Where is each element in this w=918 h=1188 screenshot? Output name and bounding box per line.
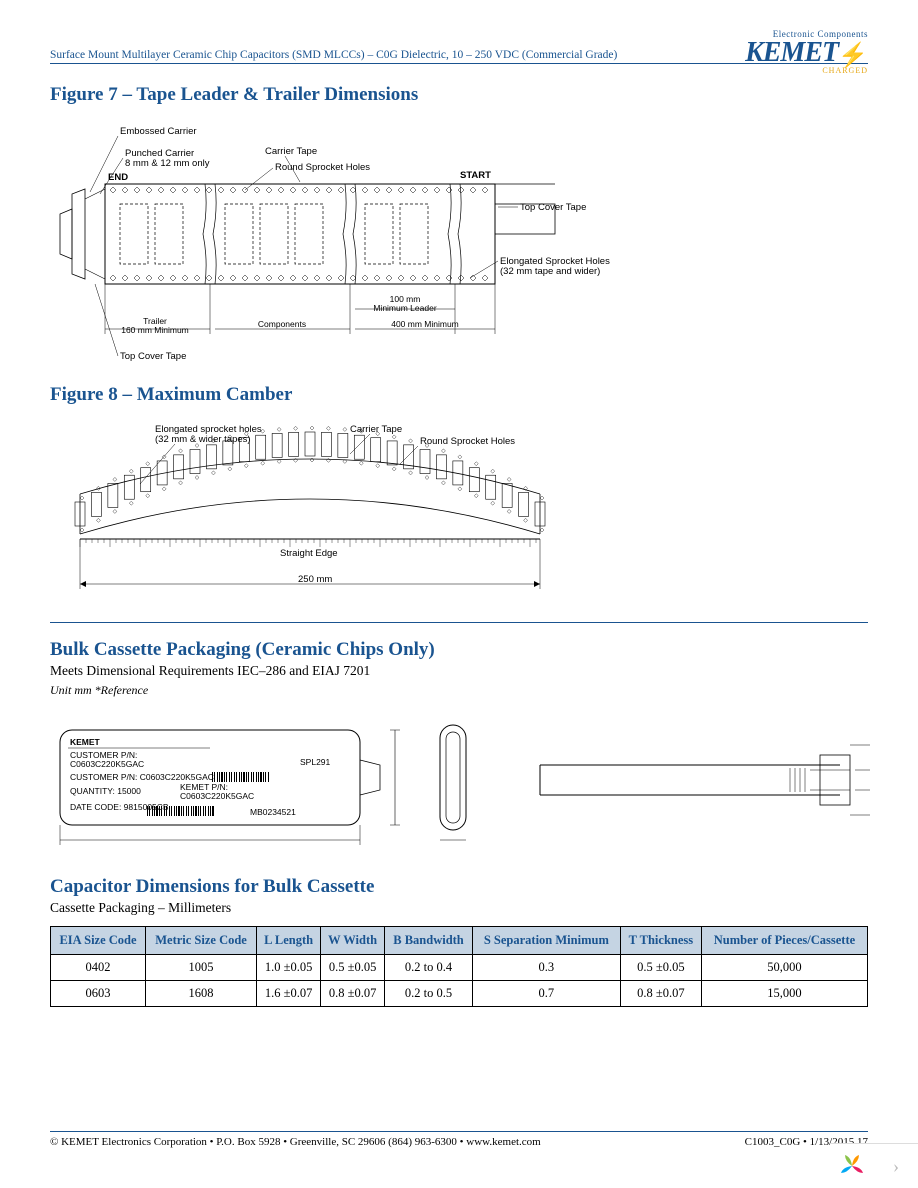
bulk-sub: Meets Dimensional Requirements IEC–286 a…	[50, 663, 868, 679]
lbl-400: 400 mm Minimum	[391, 319, 459, 329]
table-cell: 1608	[146, 981, 257, 1007]
page-header: Surface Mount Multilayer Ceramic Chip Ca…	[50, 30, 868, 64]
table-row: 060316081.6 ±0.070.8 ±0.070.2 to 0.50.70…	[51, 981, 868, 1007]
cl-cust-val: C0603C220K5GAC	[70, 759, 144, 769]
table-header: T Thickness	[620, 927, 701, 955]
cl-cust2: CUSTOMER P/N: C0603C220K5GAC	[70, 772, 214, 782]
figure8-title: Figure 8 – Maximum Camber	[50, 384, 868, 406]
figure7-diagram: Embossed Carrier Punched Carrier8 mm & 1…	[50, 114, 868, 374]
table-cell: 0.5 ±0.05	[620, 955, 701, 981]
figure8-diagram: Elongated sprocket holes(32 mm & wider t…	[50, 414, 868, 604]
table-cell: 0.2 to 0.4	[385, 955, 473, 981]
pager-widget: ›	[830, 1143, 918, 1188]
lbl-trailer: Trailer160 mm Minimum	[121, 316, 189, 335]
f8-dim: 250 mm	[298, 574, 332, 585]
table-header: S Separation Minimum	[472, 927, 620, 955]
section-divider	[50, 622, 868, 623]
lbl-start: START	[460, 170, 491, 181]
lbl-elong: Elongated Sprocket Holes(32 mm tape and …	[500, 256, 610, 277]
dim-title: Capacitor Dimensions for Bulk Cassette	[50, 876, 868, 898]
table-header: W Width	[321, 927, 385, 955]
table-row: 040210051.0 ±0.050.5 ±0.050.2 to 0.40.30…	[51, 955, 868, 981]
next-page-button[interactable]: ›	[874, 1143, 918, 1188]
cl-kpn-v: C0603C220K5GAC	[180, 791, 254, 801]
kemet-logo: Electronic Components KEMET⚡ CHARGED	[745, 30, 868, 75]
lbl-components: Components	[258, 319, 306, 329]
table-header: B Bandwidth	[385, 927, 473, 955]
table-cell: 0.5 ±0.05	[321, 955, 385, 981]
logo-text: KEMET	[745, 37, 838, 68]
lbl-embossed: Embossed Carrier	[120, 126, 197, 137]
figure7-title: Figure 7 – Tape Leader & Trailer Dimensi…	[50, 84, 868, 106]
table-cell: 0.3	[472, 955, 620, 981]
bulk-diagram: KEMET CUSTOMER P/N: C0603C220K5GAC CUSTO…	[50, 710, 868, 860]
cl-qty: QUANTITY: 15000	[70, 786, 141, 796]
table-cell: 50,000	[701, 955, 867, 981]
table-cell: 15,000	[701, 981, 867, 1007]
provider-logo-icon[interactable]	[830, 1143, 874, 1188]
table-cell: 0603	[51, 981, 146, 1007]
table-cell: 1005	[146, 955, 257, 981]
bulk-unit: Unit mm *Reference	[50, 683, 868, 698]
dim-sub: Cassette Packaging – Millimeters	[50, 900, 868, 916]
doc-title: Surface Mount Multilayer Ceramic Chip Ca…	[50, 49, 617, 61]
bulk-title: Bulk Cassette Packaging (Ceramic Chips O…	[50, 639, 868, 661]
table-header: EIA Size Code	[51, 927, 146, 955]
table-cell: 1.6 ±0.07	[257, 981, 321, 1007]
table-cell: 1.0 ±0.05	[257, 955, 321, 981]
lbl-topcover: Top Cover Tape	[520, 202, 586, 213]
lbl-carrier: Carrier Tape	[265, 146, 317, 157]
table-cell: 0.8 ±0.07	[321, 981, 385, 1007]
lightning-icon: ⚡	[838, 44, 868, 68]
table-header: Number of Pieces/Cassette	[701, 927, 867, 955]
table-cell: 0.8 ±0.07	[620, 981, 701, 1007]
f8-elong: Elongated sprocket holes(32 mm & wider t…	[155, 424, 262, 445]
dimensions-table: EIA Size CodeMetric Size CodeL LengthW W…	[50, 926, 868, 1007]
lbl-minleader: 100 mmMinimum Leader	[373, 294, 436, 313]
lbl-topcover2: Top Cover Tape	[120, 351, 186, 362]
page-footer: © KEMET Electronics Corporation • P.O. B…	[50, 1131, 868, 1148]
f8-straight: Straight Edge	[280, 548, 338, 559]
cl-spl: SPL291	[300, 757, 331, 767]
f8-round: Round Sprocket Holes	[420, 436, 515, 447]
f8-carrier: Carrier Tape	[350, 424, 402, 435]
lbl-punched: Punched Carrier8 mm & 12 mm only	[125, 148, 210, 169]
chevron-right-icon: ›	[893, 1156, 899, 1177]
table-header: Metric Size Code	[146, 927, 257, 955]
table-cell: 0402	[51, 955, 146, 981]
table-cell: 0.7	[472, 981, 620, 1007]
lbl-round: Round Sprocket Holes	[275, 162, 370, 173]
table-header: L Length	[257, 927, 321, 955]
cl-brand: KEMET	[70, 737, 101, 747]
footer-left: © KEMET Electronics Corporation • P.O. B…	[50, 1136, 541, 1148]
cl-mb: MB0234521	[250, 807, 296, 817]
lbl-end: END	[108, 172, 128, 183]
table-cell: 0.2 to 0.5	[385, 981, 473, 1007]
